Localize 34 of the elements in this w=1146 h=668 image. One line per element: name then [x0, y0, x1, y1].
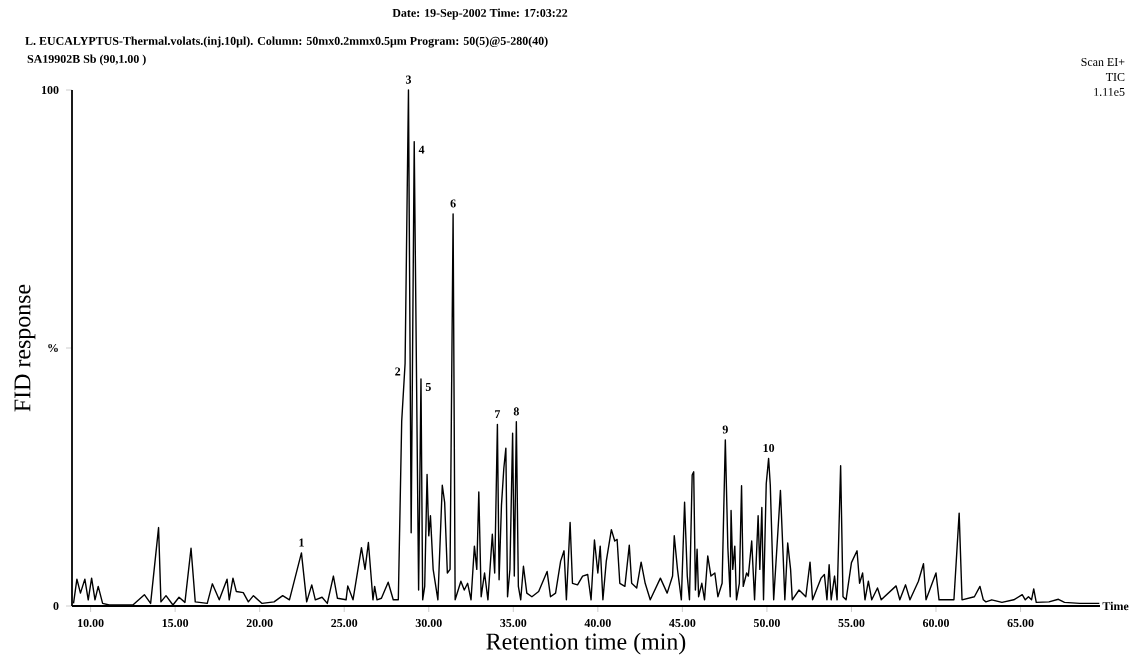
annotation: 6: [450, 199, 456, 208]
y-tick-label: 100: [42, 85, 59, 95]
annotation: 9: [722, 425, 728, 434]
text: SA19902B Sb (90,1.00 ): [27, 54, 146, 66]
text: Time: [1102, 601, 1129, 611]
annotation: 1: [299, 538, 304, 547]
y-tick-label: %: [48, 343, 58, 353]
chart-title: Date: 19-Sep-2002 Time: 17:03:22: [392, 8, 568, 20]
x-tick-label: 10.00: [78, 619, 104, 628]
annotation: 4: [418, 145, 425, 154]
x-tick-label: 55.00: [838, 619, 865, 628]
x-tick-label: 50.00: [753, 619, 780, 628]
annotation: 2: [395, 367, 401, 376]
text: Scan EI+: [1081, 57, 1125, 67]
annotation: 8: [513, 407, 519, 416]
x-tick-label: 40.00: [584, 619, 611, 628]
annotation: 5: [425, 382, 431, 391]
chart-subtitle: L. EUCALYPTUS-Thermal.volats.(inj.10μl). Column: 50mx0.2mmx0.5μm Program: 50(5)@5-280(40): [25, 36, 548, 48]
x-tick-label: 25.00: [331, 619, 358, 628]
x-tick-label: 60.00: [922, 619, 949, 628]
annotation: 7: [495, 410, 501, 418]
x-tick-label: 65.00: [1007, 619, 1034, 628]
y-tick-label: 0: [53, 601, 59, 611]
x-tick-label: 20.00: [246, 619, 273, 628]
annotation: 3: [405, 75, 412, 84]
text: TIC: [1105, 72, 1125, 82]
annotation: 1.11e5: [1094, 87, 1125, 97]
x-tick-label: 15.00: [162, 619, 189, 628]
y-axis-title: FID response: [14, 284, 36, 412]
x-tick-label: 45.00: [669, 619, 696, 628]
x-axis-title: Retention time (min): [486, 632, 686, 655]
x-tick-label: 35.00: [500, 619, 527, 628]
x-tick-label: 30.00: [415, 619, 442, 628]
annotation: 10: [763, 443, 775, 453]
